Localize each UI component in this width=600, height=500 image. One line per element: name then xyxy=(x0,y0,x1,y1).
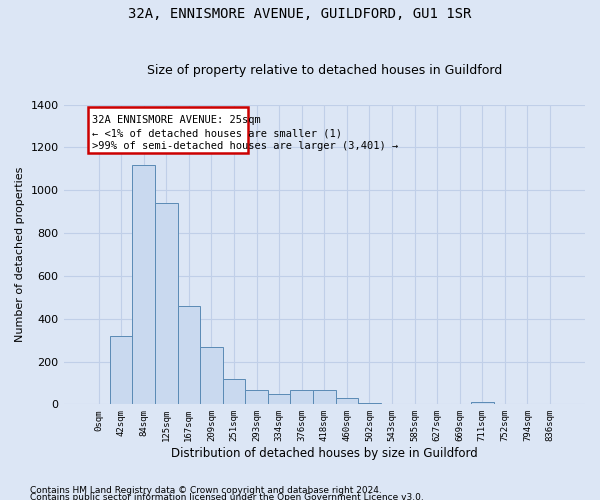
FancyBboxPatch shape xyxy=(88,106,248,152)
Bar xyxy=(245,390,268,404)
Bar xyxy=(133,164,155,404)
Text: >99% of semi-detached houses are larger (3,401) →: >99% of semi-detached houses are larger … xyxy=(92,141,398,151)
Bar xyxy=(471,402,494,404)
Text: ← <1% of detached houses are smaller (1): ← <1% of detached houses are smaller (1) xyxy=(92,128,342,138)
Text: 32A, ENNISMORE AVENUE, GUILDFORD, GU1 1SR: 32A, ENNISMORE AVENUE, GUILDFORD, GU1 1S… xyxy=(128,8,472,22)
Text: 32A ENNISMORE AVENUE: 25sqm: 32A ENNISMORE AVENUE: 25sqm xyxy=(92,116,260,126)
Bar xyxy=(335,398,358,404)
Bar xyxy=(200,346,223,405)
Y-axis label: Number of detached properties: Number of detached properties xyxy=(15,167,25,342)
Bar xyxy=(313,390,335,404)
Text: Contains HM Land Registry data © Crown copyright and database right 2024.: Contains HM Land Registry data © Crown c… xyxy=(30,486,382,495)
X-axis label: Distribution of detached houses by size in Guildford: Distribution of detached houses by size … xyxy=(171,447,478,460)
Bar xyxy=(290,390,313,404)
Bar xyxy=(110,336,133,404)
Bar xyxy=(178,306,200,404)
Bar xyxy=(155,203,178,404)
Title: Size of property relative to detached houses in Guildford: Size of property relative to detached ho… xyxy=(146,64,502,77)
Text: Contains public sector information licensed under the Open Government Licence v3: Contains public sector information licen… xyxy=(30,494,424,500)
Bar xyxy=(223,378,245,404)
Bar xyxy=(268,394,290,404)
